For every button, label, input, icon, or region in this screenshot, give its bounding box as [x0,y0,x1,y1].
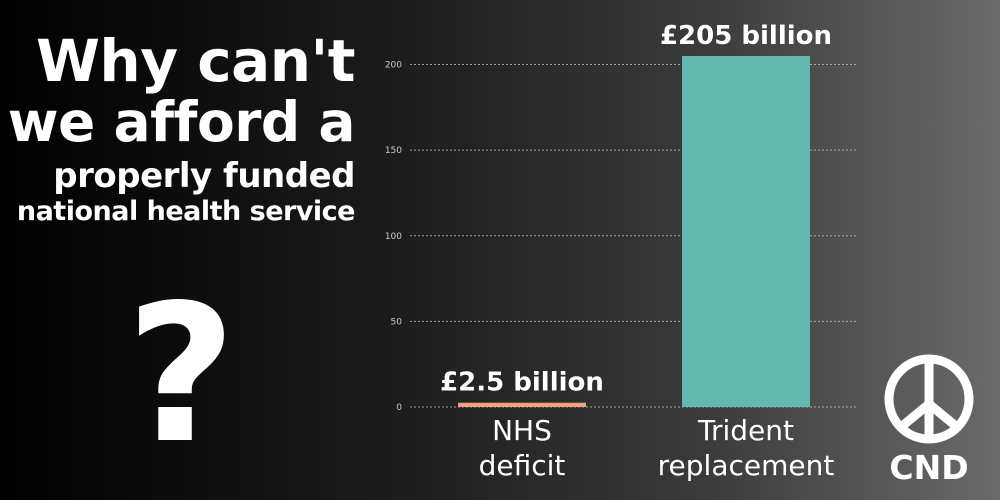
x-category-label: deficit [479,449,566,482]
bar [458,402,586,407]
headline-line-4: national health service [16,195,356,227]
data-label: £2.5 billion [440,368,604,398]
question-mark: ? [126,264,237,485]
x-category-label: replacement [658,449,835,482]
y-tick-label: 150 [385,146,402,156]
headline-line-2: we afford a [7,89,356,154]
data-label: £205 billion [660,21,832,51]
y-tick-label: 50 [391,317,403,327]
headline-line-3: properly funded [53,156,355,197]
y-tick-label: 100 [385,232,402,242]
x-category-label: Trident [697,414,794,447]
peace-symbol-icon [884,354,974,444]
logo-text: CND [889,448,969,487]
y-tick-label: 200 [385,61,402,71]
headline: Why can't we afford a properly funded na… [7,27,356,227]
bar [682,56,810,407]
headline-line-1: Why can't [35,27,356,95]
cnd-logo: CND [882,352,976,487]
y-tick-label: 0 [396,403,402,413]
x-category-label: NHS [492,414,552,447]
